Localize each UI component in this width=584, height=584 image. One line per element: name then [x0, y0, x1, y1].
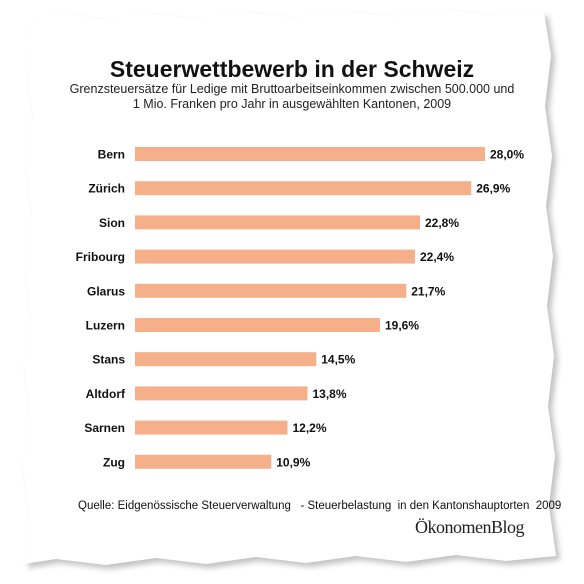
- category-label: Zug: [103, 455, 125, 469]
- value-label: 10,9%: [276, 455, 310, 469]
- source-note: Quelle: Eidgenössische Steuerverwaltung …: [78, 500, 562, 512]
- value-label: 22,4%: [420, 250, 454, 264]
- bar: [135, 420, 288, 435]
- value-label: 21,7%: [411, 284, 445, 298]
- value-label: 28,0%: [490, 148, 524, 162]
- category-label: Zürich: [88, 182, 125, 196]
- bar: [135, 454, 272, 469]
- bar: [135, 147, 485, 161]
- value-label: 12,2%: [293, 421, 327, 435]
- brand-logo: ÖkonomenBlog: [415, 517, 525, 537]
- bar: [135, 283, 407, 298]
- category-label: Sarnen: [84, 421, 125, 435]
- bar: [135, 352, 317, 367]
- category-label: Stans: [92, 353, 125, 367]
- bar: [135, 181, 472, 196]
- subtitle-line-1: Grenzsteuersätze für Ledige mit Bruttoar…: [69, 82, 515, 96]
- value-label: 14,5%: [321, 353, 355, 367]
- value-label: 26,9%: [476, 182, 510, 196]
- bar: [135, 386, 308, 401]
- chart-subtitle: Grenzsteuersätze für Ledige mit Bruttoar…: [60, 82, 524, 112]
- category-label: Fribourg: [76, 250, 125, 264]
- category-label: Sion: [99, 216, 125, 230]
- value-label: 19,6%: [385, 319, 419, 333]
- category-label: Bern: [98, 148, 125, 162]
- bar: [135, 215, 420, 230]
- category-label: Glarus: [87, 284, 125, 298]
- value-label: 13,8%: [313, 387, 347, 401]
- bar: [135, 249, 415, 264]
- category-label: Luzern: [86, 319, 125, 333]
- bar: [135, 318, 380, 332]
- subtitle-line-2: 1 Mio. Franken pro Jahr in ausgewählten …: [132, 97, 452, 111]
- chart-title: Steuerwettbewerb in der Schweiz: [109, 56, 475, 82]
- value-label: 22,8%: [425, 216, 459, 230]
- category-label: Altdorf: [86, 387, 126, 401]
